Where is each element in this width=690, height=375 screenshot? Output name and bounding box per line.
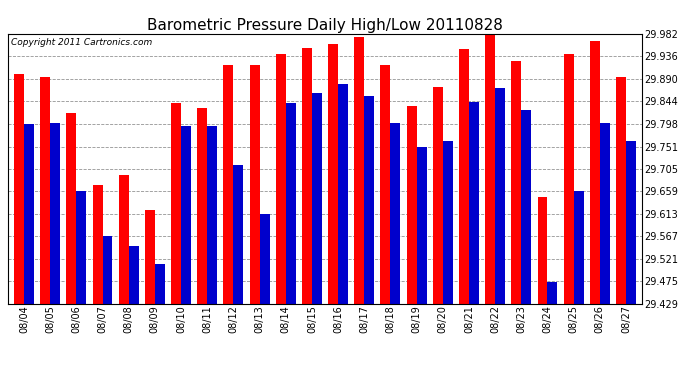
Bar [77,191,86,304]
Bar [406,106,417,304]
Bar [145,210,155,304]
Bar [443,141,453,304]
Bar [495,88,505,304]
Bar [600,123,610,304]
Bar [66,113,77,304]
Bar [181,126,191,304]
Bar [391,123,400,304]
Bar [128,246,139,304]
Bar [590,40,600,304]
Bar [312,93,322,304]
Bar [207,126,217,304]
Bar [171,103,181,304]
Bar [616,77,626,304]
Bar [626,141,636,304]
Bar [573,191,584,304]
Bar [24,124,34,304]
Bar [485,34,495,304]
Bar [233,165,244,304]
Bar [302,48,312,304]
Bar [276,54,286,304]
Bar [50,123,60,304]
Bar [155,264,165,304]
Bar [364,96,374,304]
Bar [417,147,426,304]
Bar [40,77,50,304]
Bar [286,103,296,304]
Bar [224,65,233,304]
Bar [511,61,522,304]
Bar [354,37,364,304]
Bar [14,74,24,304]
Title: Barometric Pressure Daily High/Low 20110828: Barometric Pressure Daily High/Low 20110… [147,18,503,33]
Bar [547,282,558,304]
Bar [197,108,207,304]
Bar [538,197,547,304]
Bar [380,65,391,304]
Bar [119,175,128,304]
Bar [338,84,348,304]
Bar [564,54,573,304]
Bar [259,214,270,304]
Text: Copyright 2011 Cartronics.com: Copyright 2011 Cartronics.com [12,38,152,47]
Bar [92,185,103,304]
Bar [469,102,479,304]
Bar [522,110,531,304]
Bar [103,236,112,304]
Bar [250,65,259,304]
Bar [459,50,469,304]
Bar [328,45,338,304]
Bar [433,87,443,304]
